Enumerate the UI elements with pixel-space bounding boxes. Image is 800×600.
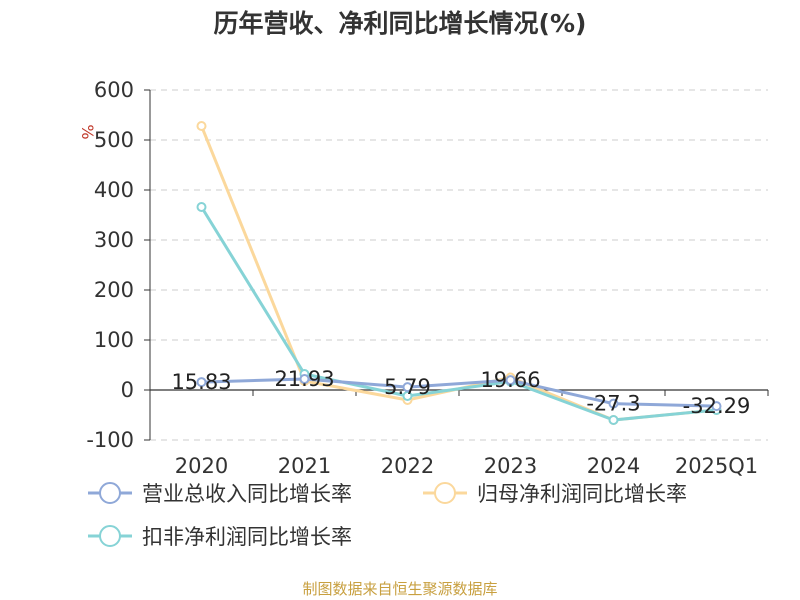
x-tick-label: 2021 <box>278 454 331 478</box>
y-tick-label: 500 <box>94 128 134 152</box>
data-point <box>608 398 619 409</box>
data-label: -32.29 <box>683 394 751 418</box>
y-axis-unit: % <box>78 124 97 139</box>
data-label: 15.83 <box>171 370 231 394</box>
data-label: 21.93 <box>274 367 334 391</box>
legend-item: 营业总收入同比增长率 <box>88 482 352 506</box>
data-point <box>196 202 207 212</box>
data-label: 19.66 <box>480 368 540 392</box>
y-tick-label: 0 <box>121 378 134 402</box>
source-note: 制图数据来自恒生聚源数据库 <box>302 580 498 598</box>
y-tick-label: 100 <box>94 328 134 352</box>
data-point <box>402 382 413 393</box>
series-line <box>201 377 717 408</box>
y-tick-label: 400 <box>94 178 134 202</box>
y-tick-label: -100 <box>86 428 134 452</box>
legend-label: 归母净利润同比增长率 <box>477 482 687 506</box>
y-tick-label: 200 <box>94 278 134 302</box>
legend-item: 归母净利润同比增长率 <box>423 482 687 506</box>
x-tick-label: 2024 <box>587 454 640 478</box>
legend-marker <box>99 482 121 504</box>
data-point <box>505 375 516 386</box>
legend-marker <box>434 482 456 504</box>
data-point <box>196 121 207 131</box>
data-labels: 15.83 21.93 5.79 19.66 -27.3 -32.29 <box>171 367 750 418</box>
data-point <box>608 415 619 425</box>
x-tick-label: 2025Q1 <box>675 454 758 478</box>
data-point <box>196 377 207 388</box>
series-line <box>200 206 717 422</box>
data-point <box>299 374 310 385</box>
y-tick-label: 300 <box>94 228 134 252</box>
series-lines <box>196 121 722 425</box>
data-label: 5.79 <box>384 375 431 399</box>
x-tick-label: 2020 <box>175 454 228 478</box>
legend-label: 扣非净利润同比增长率 <box>142 525 352 549</box>
legend-label: 营业总收入同比增长率 <box>142 482 352 506</box>
data-label: -27.3 <box>586 392 640 416</box>
x-tick-label: 2022 <box>381 454 434 478</box>
data-point <box>711 401 722 412</box>
x-tick-label: 2023 <box>484 454 537 478</box>
legend-item: 扣非净利润同比增长率 <box>88 525 352 549</box>
chart-title: 历年营收、净利同比增长情况(%) <box>213 9 587 38</box>
axes: 600 500 400 300 200 100 0 -100 2020 2021 2022 2023 2… <box>78 78 769 478</box>
y-tick-label: 600 <box>94 78 134 102</box>
legend-marker <box>99 525 121 547</box>
